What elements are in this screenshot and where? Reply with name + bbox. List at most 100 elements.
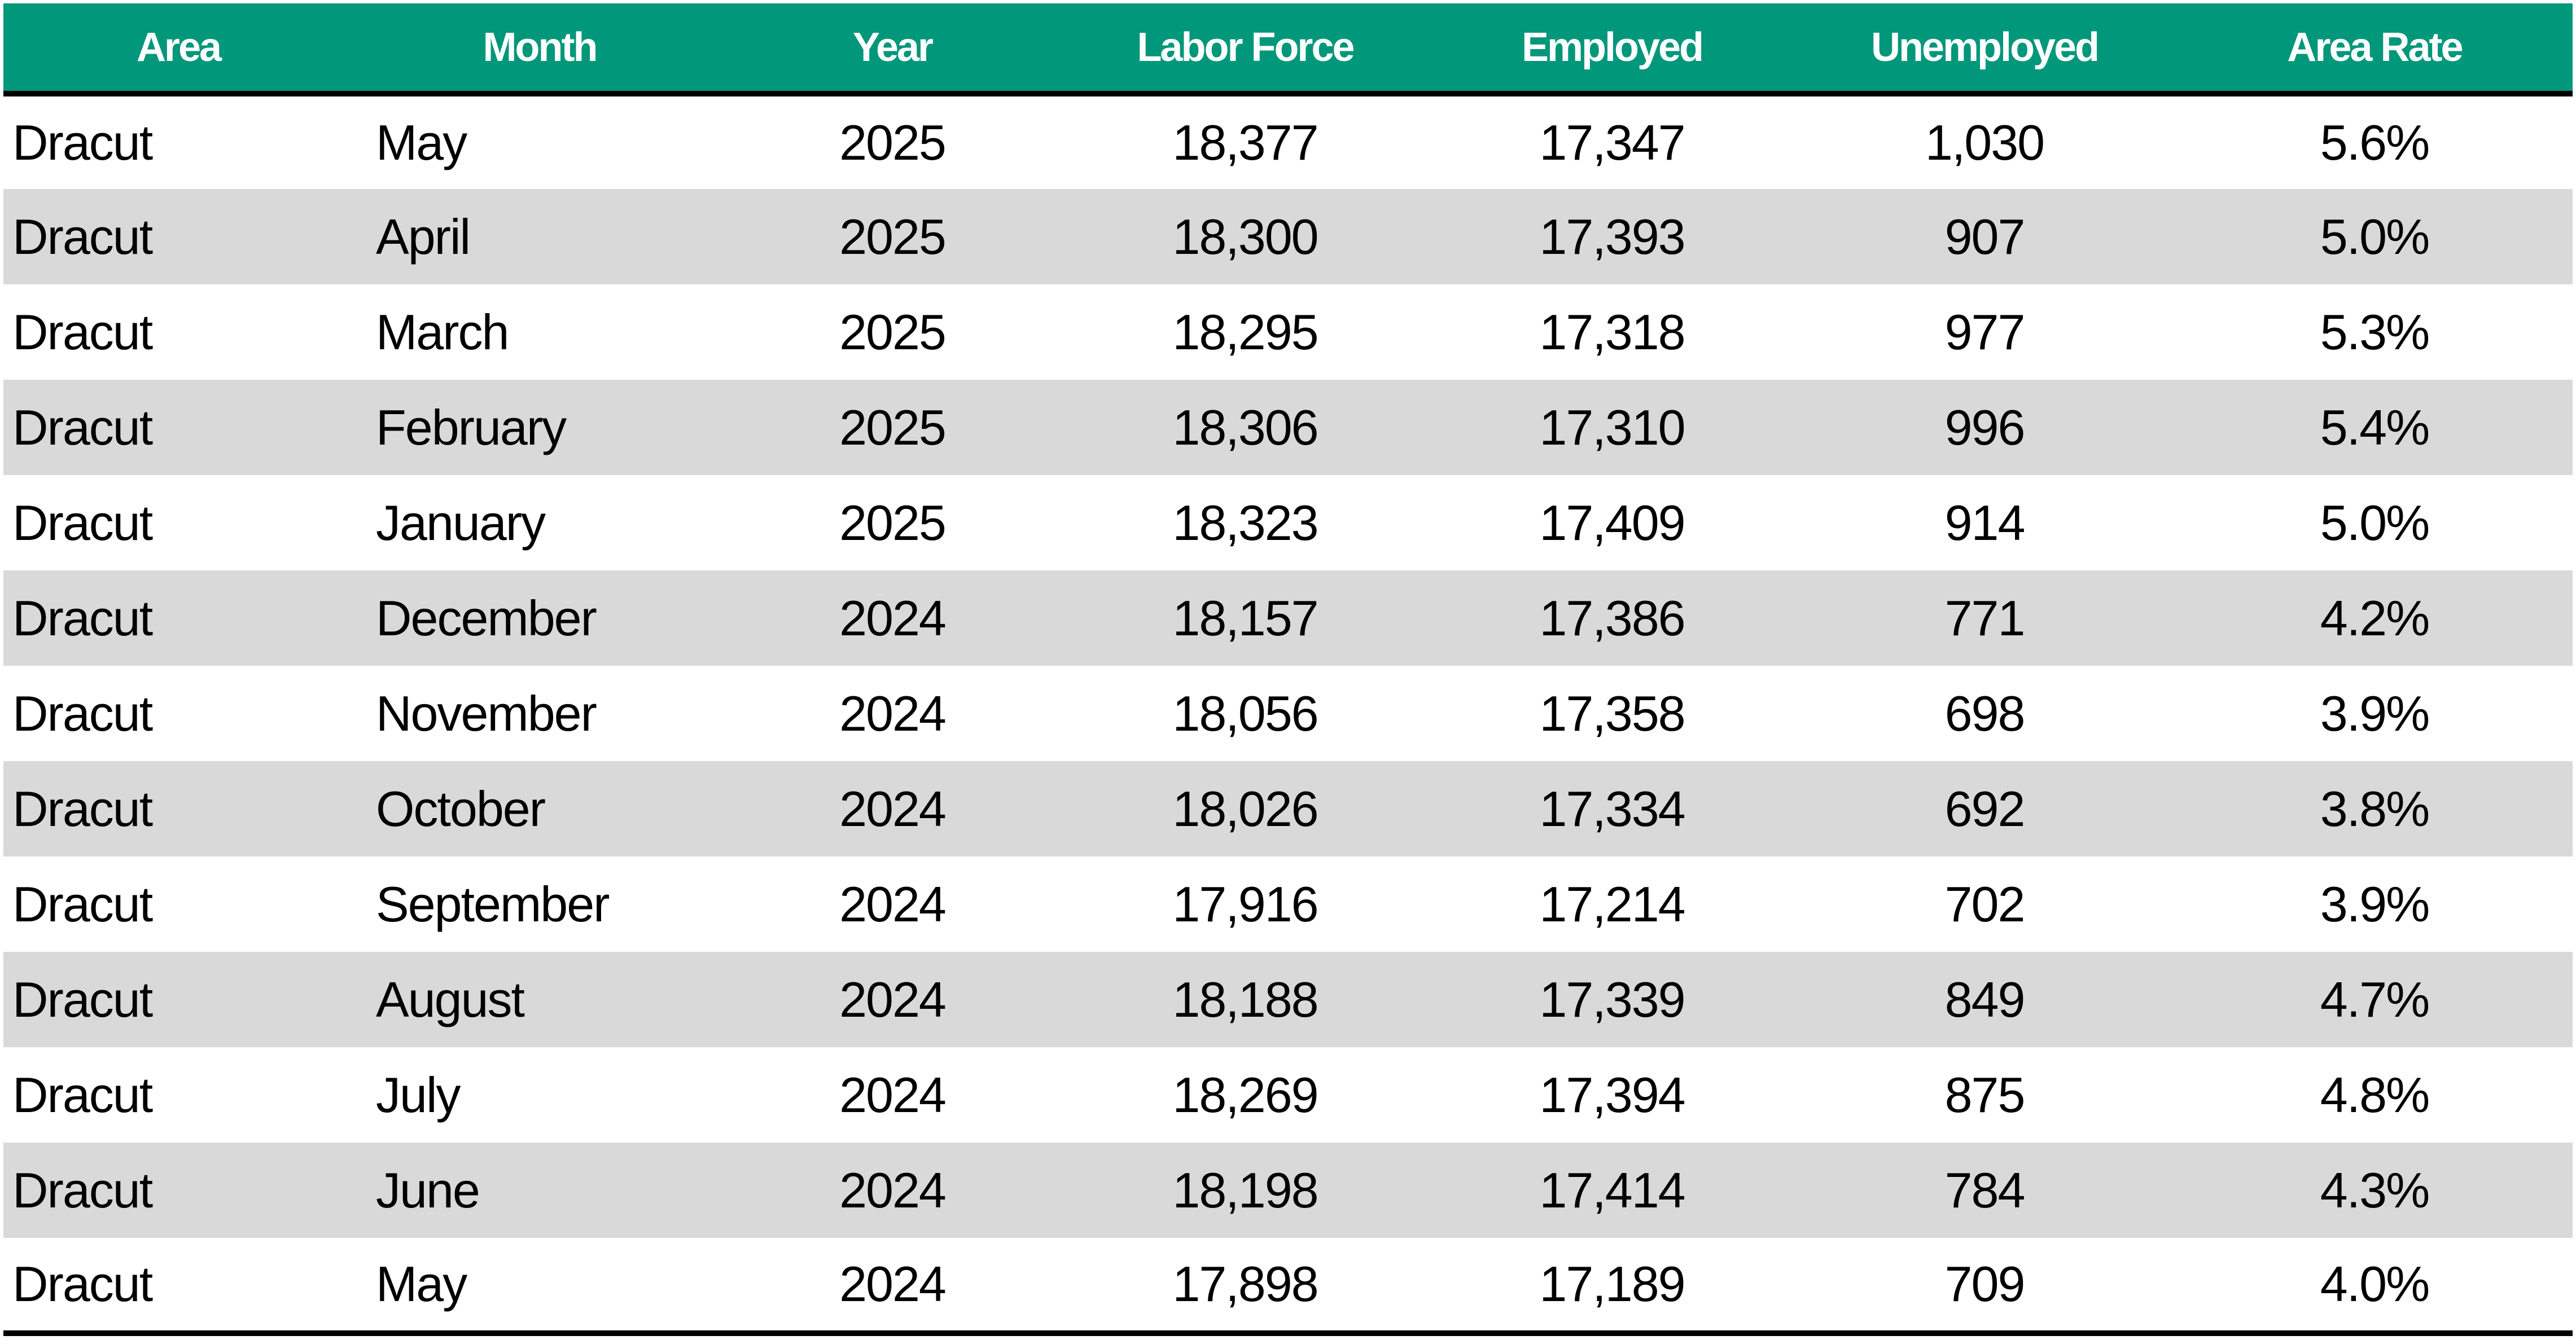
cell-area: Dracut — [12, 115, 153, 170]
cell-year: 2024 — [839, 685, 947, 741]
cell-labor-force: 18,295 — [1172, 304, 1318, 360]
table-row: Dracut March 2025 18,295 17,318 977 5.3% — [3, 284, 2573, 380]
cell-area: Dracut — [3, 1238, 353, 1336]
cell-employed: 17,386 — [1539, 590, 1685, 646]
cell-year: 2024 — [839, 1162, 947, 1218]
cell-labor-force: 18,377 — [1172, 115, 1318, 170]
cell-month: March — [376, 304, 510, 360]
cell-month: May — [353, 1238, 726, 1336]
cell-month: January — [376, 494, 546, 551]
table-row: Dracut July 2024 18,269 17,394 875 4.8% — [3, 1047, 2573, 1143]
cell-unemployed: 709 — [1793, 1238, 2176, 1336]
header-year: Year — [726, 3, 1059, 96]
cell-area-rate: 5.3% — [2320, 304, 2430, 360]
cell-year: 2024 — [839, 1066, 947, 1123]
cell-area-rate: 4.3% — [2320, 1162, 2430, 1218]
cell-area-rate: 4.0% — [2176, 1238, 2573, 1336]
cell-employed: 17,414 — [1539, 1162, 1685, 1218]
header-labor-force: Labor Force — [1059, 3, 1431, 96]
cell-unemployed: 875 — [1944, 1066, 2026, 1123]
cell-employed: 17,358 — [1539, 685, 1685, 741]
cell-month: August — [376, 971, 525, 1027]
header-area: Area — [3, 3, 353, 96]
cell-area-rate: 5.6% — [2320, 115, 2430, 170]
cell-year: 2025 — [839, 115, 947, 170]
cell-labor-force: 17,898 — [1059, 1238, 1431, 1336]
cell-area: Dracut — [12, 304, 153, 360]
cell-area: Dracut — [12, 685, 153, 741]
cell-month: December — [376, 590, 597, 646]
table-row: Dracut May 2025 18,377 17,347 1,030 5.6% — [3, 94, 2573, 189]
cell-labor-force: 18,026 — [1172, 780, 1318, 837]
cell-year: 2024 — [726, 1238, 1059, 1336]
table-row: Dracut September 2024 17,916 17,214 702 3.9% — [3, 856, 2573, 952]
cell-unemployed: 698 — [1944, 685, 2026, 741]
cell-labor-force: 18,269 — [1172, 1066, 1318, 1123]
cell-labor-force: 18,198 — [1172, 1162, 1318, 1218]
cell-unemployed: 849 — [1944, 971, 2026, 1027]
cell-area-rate: 4.8% — [2320, 1066, 2430, 1123]
cell-area-rate: 4.7% — [2320, 971, 2430, 1027]
cell-area-rate: 5.4% — [2320, 399, 2430, 455]
table-row: Dracut May 2024 17,898 17,189 709 4.0% — [3, 1238, 2573, 1336]
table-header-row: Area Month Year Labor Force Employed Une… — [3, 3, 2573, 96]
cell-labor-force: 18,323 — [1172, 494, 1318, 551]
cell-employed: 17,189 — [1431, 1238, 1793, 1336]
cell-area: Dracut — [12, 494, 153, 551]
cell-labor-force: 18,056 — [1172, 685, 1318, 741]
cell-month: June — [376, 1162, 480, 1218]
cell-month: October — [376, 780, 546, 837]
cell-area-rate: 3.9% — [2320, 876, 2430, 932]
header-area-rate: Area Rate — [2176, 3, 2573, 96]
table-row: Dracut December 2024 18,157 17,386 771 4.2% — [3, 570, 2573, 666]
cell-unemployed: 771 — [1944, 590, 2026, 646]
cell-unemployed: 1,030 — [1925, 115, 2045, 170]
cell-labor-force: 18,306 — [1172, 399, 1318, 455]
cell-area: Dracut — [12, 1066, 153, 1123]
cell-month: May — [376, 115, 467, 170]
cell-unemployed: 702 — [1944, 876, 2026, 932]
cell-labor-force: 18,157 — [1172, 590, 1318, 646]
labor-force-table: Area Month Year Labor Force Employed Une… — [3, 3, 2573, 1336]
cell-labor-force: 18,300 — [1172, 208, 1318, 265]
cell-labor-force: 17,916 — [1172, 876, 1318, 932]
table-row: Dracut February 2025 18,306 17,310 996 5.4% — [3, 380, 2573, 475]
cell-area-rate: 4.2% — [2320, 590, 2430, 646]
cell-area-rate: 5.0% — [2320, 208, 2430, 265]
cell-month: April — [376, 208, 471, 265]
header-unemployed: Unemployed — [1793, 3, 2176, 96]
cell-labor-force: 18,188 — [1172, 971, 1318, 1027]
cell-year: 2025 — [839, 399, 947, 455]
cell-year: 2025 — [839, 208, 947, 265]
table-row: Dracut August 2024 18,188 17,339 849 4.7% — [3, 952, 2573, 1047]
cell-unemployed: 907 — [1944, 208, 2026, 265]
cell-employed: 17,318 — [1539, 304, 1685, 360]
cell-employed: 17,394 — [1539, 1066, 1685, 1123]
cell-year: 2025 — [839, 494, 947, 551]
cell-unemployed: 914 — [1944, 494, 2026, 551]
cell-year: 2025 — [839, 304, 947, 360]
table-body: Dracut May 2025 18,377 17,347 1,030 5.6% Dracut… — [3, 94, 2573, 1336]
table-row: Dracut January 2025 18,323 17,409 914 5.0% — [3, 475, 2573, 570]
cell-employed: 17,310 — [1539, 399, 1685, 455]
cell-area: Dracut — [12, 780, 153, 837]
header-employed: Employed — [1431, 3, 1793, 96]
cell-area: Dracut — [12, 208, 153, 265]
cell-area: Dracut — [12, 1162, 153, 1218]
cell-month: February — [376, 399, 567, 455]
cell-employed: 17,334 — [1539, 780, 1685, 837]
cell-area: Dracut — [12, 876, 153, 932]
cell-area-rate: 3.8% — [2320, 780, 2430, 837]
cell-area: Dracut — [12, 971, 153, 1027]
cell-month: September — [376, 876, 610, 932]
cell-year: 2024 — [839, 780, 947, 837]
cell-month: November — [376, 685, 597, 741]
cell-month: July — [376, 1066, 461, 1123]
cell-employed: 17,214 — [1539, 876, 1685, 932]
cell-area: Dracut — [12, 590, 153, 646]
header-month: Month — [353, 3, 726, 96]
cell-year: 2024 — [839, 590, 947, 646]
cell-employed: 17,347 — [1539, 115, 1685, 170]
cell-employed: 17,409 — [1539, 494, 1685, 551]
cell-unemployed: 996 — [1944, 399, 2026, 455]
